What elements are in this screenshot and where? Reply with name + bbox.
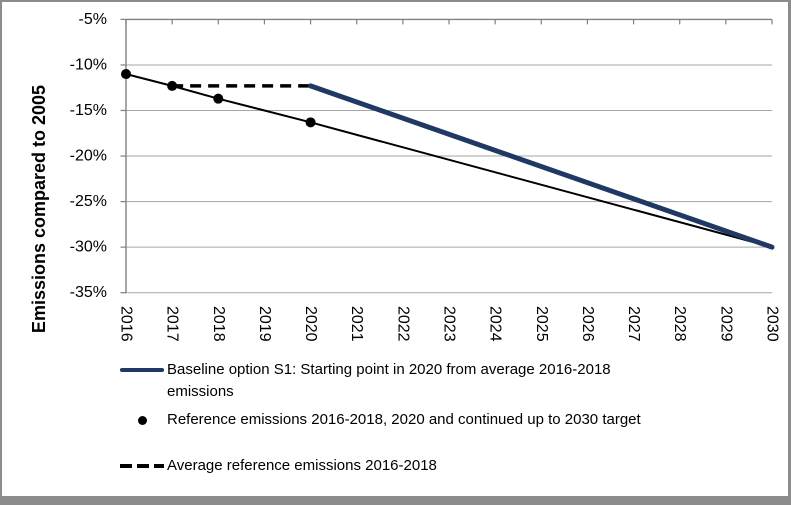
x-tick-label: 2021	[348, 306, 365, 342]
y-tick-label: -20%	[70, 148, 107, 165]
y-tick-label: -15%	[70, 102, 107, 119]
x-tick-label: 2020	[302, 306, 319, 342]
x-tick-label: 2026	[579, 306, 596, 342]
y-tick-label: -25%	[70, 193, 107, 210]
legend-label-reference: Reference emissions 2016-2018, 2020 and …	[167, 411, 641, 428]
data-point-marker-reference	[121, 69, 131, 80]
data-point-marker-reference	[167, 80, 178, 91]
x-tick-label: 2030	[764, 306, 781, 342]
y-tick-label: -5%	[79, 11, 107, 28]
x-tick-label: 2024	[487, 306, 504, 342]
x-tick-label: 2016	[118, 306, 135, 342]
data-point-marker-reference	[213, 93, 224, 104]
x-tick-label: 2027	[625, 306, 642, 342]
x-tick-label: 2017	[164, 306, 181, 342]
y-tick-label: -10%	[70, 56, 107, 73]
x-tick-label: 2018	[210, 306, 227, 342]
y-axis-title: Emissions compared to 2005	[29, 84, 49, 334]
y-tick-label: -30%	[70, 239, 107, 256]
series-line-baseline	[308, 83, 775, 250]
legend-item-baseline: Baseline option S1: Starting point in 20…	[120, 359, 680, 403]
legend-item-average: Average reference emissions 2016-2018	[120, 455, 680, 477]
legend-dash-swatch	[120, 455, 164, 477]
dot-marker-icon	[137, 415, 147, 425]
legend-line-swatch	[120, 359, 164, 381]
x-tick-label: 2023	[441, 306, 458, 342]
y-tick-label: -35%	[70, 284, 107, 301]
x-tick-label: 2029	[717, 306, 734, 342]
x-tick-label: 2022	[394, 306, 411, 342]
legend-item-reference: Reference emissions 2016-2018, 2020 and …	[120, 409, 680, 431]
x-tick-label: 2019	[256, 306, 273, 342]
legend-dot-swatch	[120, 409, 164, 431]
dashed-line-icon	[120, 464, 164, 468]
x-tick-label: 2028	[671, 306, 688, 342]
solid-line-icon	[120, 368, 164, 372]
legend-label-average: Average reference emissions 2016-2018	[167, 457, 437, 474]
legend-label-baseline: Baseline option S1: Starting point in 20…	[167, 361, 611, 400]
x-tick-label: 2025	[533, 306, 550, 342]
data-point-marker-reference	[305, 117, 316, 128]
legend: Baseline option S1: Starting point in 20…	[120, 359, 680, 477]
